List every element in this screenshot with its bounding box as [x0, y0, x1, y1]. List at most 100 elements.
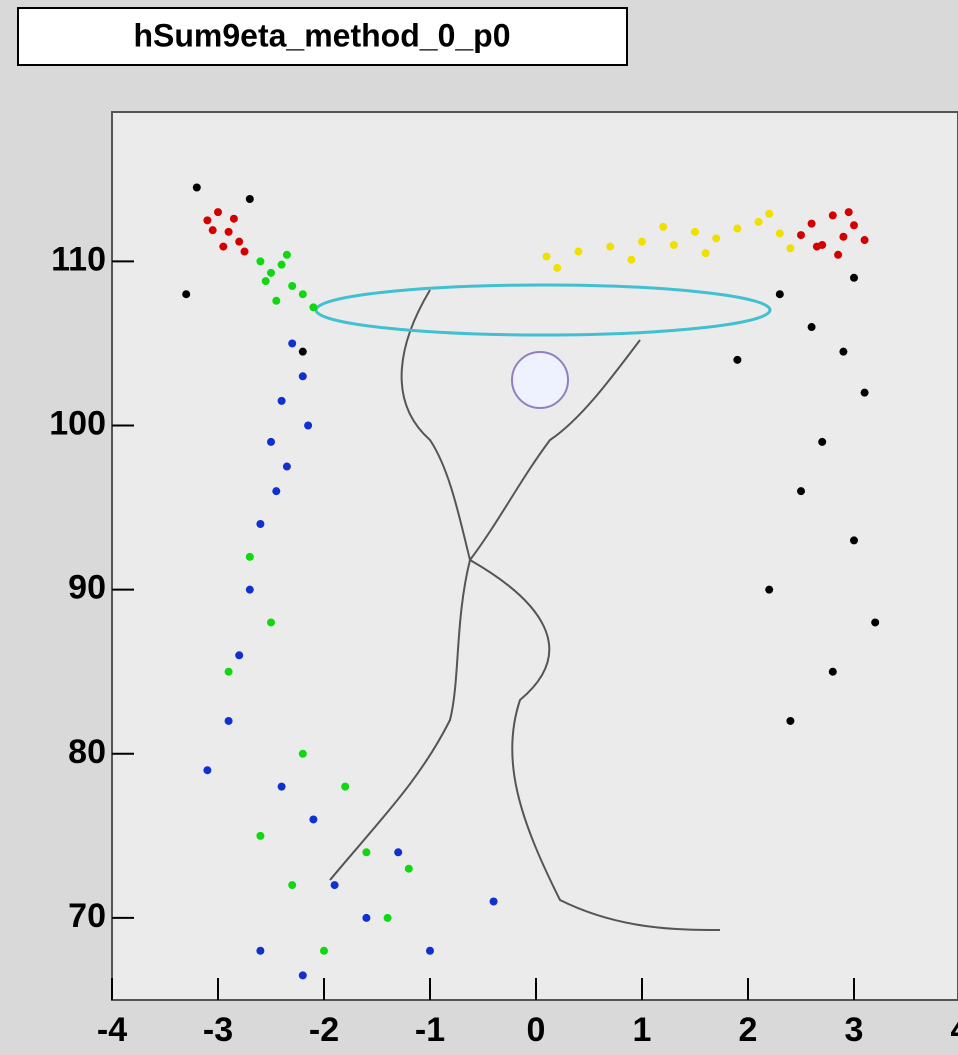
point	[775, 229, 784, 238]
x-tick-label: 4	[951, 1011, 958, 1049]
point	[797, 231, 805, 240]
marks	[182, 183, 880, 980]
point	[834, 250, 843, 259]
point	[245, 585, 254, 594]
y-tick-label: 70	[68, 897, 106, 935]
point	[224, 716, 233, 725]
point	[298, 372, 307, 381]
point	[256, 257, 265, 266]
point	[267, 618, 275, 627]
point	[288, 339, 297, 348]
point	[765, 585, 774, 594]
point	[404, 864, 413, 873]
point	[733, 355, 742, 364]
point	[282, 462, 291, 471]
point	[712, 234, 721, 243]
point	[320, 946, 328, 955]
point	[304, 421, 313, 430]
point	[298, 971, 307, 980]
point	[208, 226, 217, 235]
point	[860, 236, 869, 245]
x-tick-label: 1	[633, 1011, 652, 1049]
point	[272, 487, 281, 496]
point	[219, 242, 228, 251]
point	[224, 667, 233, 676]
point	[245, 552, 254, 561]
point	[797, 487, 805, 496]
point	[214, 208, 222, 217]
point	[659, 222, 668, 231]
x-tick-label: -2	[309, 1011, 339, 1049]
point	[775, 290, 784, 299]
title-box	[17, 7, 628, 66]
x-tick-label: -4	[97, 1011, 127, 1049]
point	[638, 237, 646, 246]
point	[261, 277, 270, 286]
point	[542, 252, 551, 261]
point	[298, 749, 307, 758]
point	[240, 247, 249, 256]
point	[850, 536, 858, 545]
point	[277, 260, 286, 269]
point	[277, 782, 286, 791]
point	[850, 221, 858, 230]
point	[267, 437, 275, 446]
point	[341, 782, 350, 791]
figure-outline	[329, 289, 721, 931]
point	[807, 323, 816, 332]
point	[235, 237, 244, 246]
point	[786, 716, 795, 725]
point	[812, 242, 821, 251]
point	[235, 651, 244, 660]
point	[691, 227, 699, 236]
point	[203, 216, 212, 225]
point	[839, 232, 848, 241]
point	[362, 913, 371, 922]
point	[309, 303, 318, 312]
y-tick-label: 110	[51, 240, 106, 278]
point	[828, 211, 837, 220]
point	[192, 183, 201, 192]
point	[245, 194, 254, 203]
y-tick-label: 80	[68, 733, 106, 771]
x-tick-label: -1	[415, 1011, 445, 1049]
x-tick-label: 3	[845, 1011, 864, 1049]
point	[229, 214, 238, 223]
point	[627, 255, 636, 264]
point	[383, 913, 392, 922]
point	[754, 217, 763, 226]
y-tick-label: 90	[68, 569, 106, 607]
figure-arm	[469, 339, 641, 561]
point	[839, 347, 848, 356]
illustration	[329, 289, 721, 931]
point	[426, 946, 434, 955]
point	[224, 227, 233, 236]
y-tick-label: 100	[49, 404, 106, 442]
point	[256, 831, 265, 840]
point	[282, 250, 291, 259]
point	[850, 273, 858, 282]
figure-head	[511, 351, 569, 409]
point	[807, 219, 816, 228]
point	[272, 296, 281, 305]
chart-title: hSum9eta_method_0_p0	[133, 17, 510, 53]
point	[288, 281, 297, 290]
point	[669, 240, 678, 249]
point	[203, 766, 212, 775]
point	[606, 242, 615, 251]
point	[786, 244, 795, 253]
point	[553, 263, 562, 272]
point	[182, 290, 191, 299]
point	[298, 290, 307, 299]
point	[828, 667, 837, 676]
point	[574, 247, 583, 256]
point	[394, 848, 403, 857]
point	[298, 347, 307, 356]
x-tick-label: 2	[739, 1011, 758, 1049]
x-tick-label: 0	[527, 1011, 546, 1049]
x-tick-label: -3	[203, 1011, 233, 1049]
point	[288, 881, 297, 890]
point	[733, 224, 742, 233]
